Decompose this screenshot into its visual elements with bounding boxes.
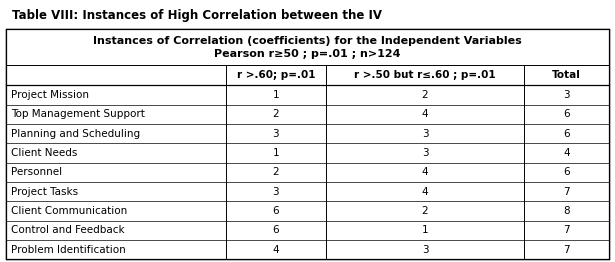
Bar <box>6 29 609 64</box>
Bar <box>6 29 609 259</box>
Text: 6: 6 <box>563 167 570 177</box>
Text: 6: 6 <box>272 225 279 235</box>
Text: 6: 6 <box>563 129 570 139</box>
Text: 4: 4 <box>563 148 570 158</box>
Text: Planning and Scheduling: Planning and Scheduling <box>11 129 140 139</box>
Text: 8: 8 <box>563 206 570 216</box>
Text: r >.50 but r≤.60 ; p=.01: r >.50 but r≤.60 ; p=.01 <box>354 70 496 80</box>
Text: Total: Total <box>552 70 581 80</box>
Bar <box>6 124 609 143</box>
Bar <box>6 143 609 163</box>
Text: 2: 2 <box>272 109 279 119</box>
Text: Personnel: Personnel <box>11 167 62 177</box>
Text: 7: 7 <box>563 187 570 197</box>
Text: 1: 1 <box>272 148 279 158</box>
Bar <box>6 240 609 259</box>
Text: 2: 2 <box>422 90 428 100</box>
Text: Table VIII: Instances of High Correlation between the IV: Table VIII: Instances of High Correlatio… <box>12 9 383 22</box>
Bar <box>6 105 609 124</box>
Text: 6: 6 <box>563 109 570 119</box>
Text: Instances of Correlation (coefficients) for the Independent Variables: Instances of Correlation (coefficients) … <box>93 36 522 46</box>
Text: 1: 1 <box>272 90 279 100</box>
Text: Project Tasks: Project Tasks <box>11 187 78 197</box>
Text: r >.60; p=.01: r >.60; p=.01 <box>237 70 315 80</box>
Text: 6: 6 <box>272 206 279 216</box>
Text: 7: 7 <box>563 245 570 255</box>
Text: 3: 3 <box>422 129 428 139</box>
Text: Pearson r≥50 ; p=.01 ; n>124: Pearson r≥50 ; p=.01 ; n>124 <box>214 49 401 59</box>
Text: 4: 4 <box>422 109 428 119</box>
Text: Client Communication: Client Communication <box>11 206 127 216</box>
Text: 2: 2 <box>272 167 279 177</box>
Bar <box>6 64 609 85</box>
Text: 3: 3 <box>272 129 279 139</box>
Text: 4: 4 <box>422 167 428 177</box>
Text: Client Needs: Client Needs <box>11 148 77 158</box>
Bar <box>6 182 609 201</box>
Text: Problem Identification: Problem Identification <box>11 245 126 255</box>
Bar <box>6 163 609 182</box>
Text: Control and Feedback: Control and Feedback <box>11 225 125 235</box>
Text: 2: 2 <box>422 206 428 216</box>
Text: 4: 4 <box>272 245 279 255</box>
Bar <box>6 201 609 221</box>
Bar <box>6 221 609 240</box>
Bar <box>6 85 609 105</box>
Text: 4: 4 <box>422 187 428 197</box>
Text: 3: 3 <box>272 187 279 197</box>
Text: 7: 7 <box>563 225 570 235</box>
Text: Project Mission: Project Mission <box>11 90 89 100</box>
Text: Top Management Support: Top Management Support <box>11 109 145 119</box>
Text: 3: 3 <box>422 148 428 158</box>
Text: 1: 1 <box>422 225 428 235</box>
Text: 3: 3 <box>422 245 428 255</box>
Text: 3: 3 <box>563 90 570 100</box>
